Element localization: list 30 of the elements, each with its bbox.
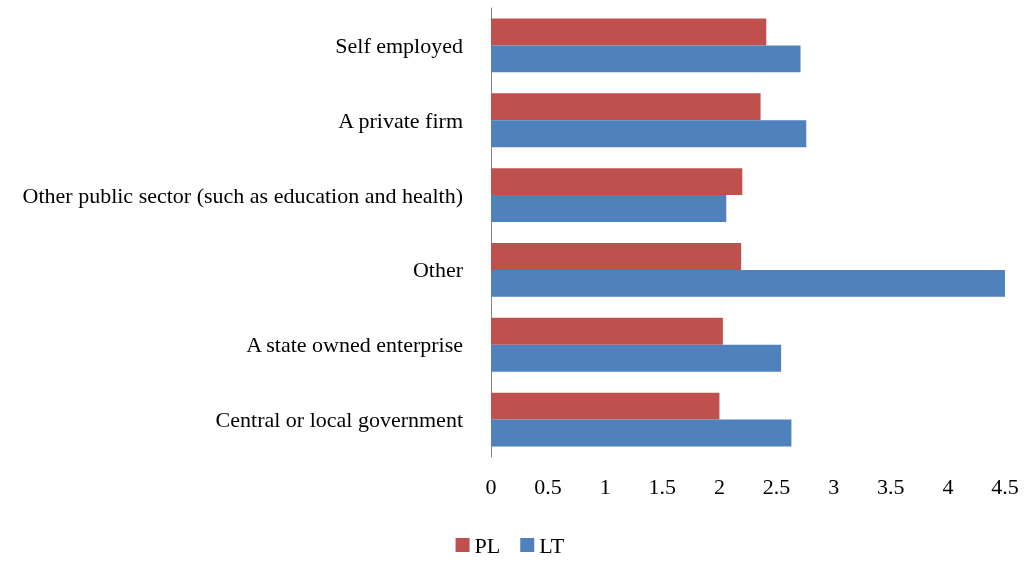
bar	[491, 93, 761, 121]
x-tick-label: 0.5	[534, 473, 562, 499]
bar	[491, 45, 801, 73]
bar	[491, 269, 1005, 297]
x-tick-label: 1	[599, 473, 611, 499]
x-tick-label: 3	[828, 473, 840, 499]
bar	[491, 242, 742, 270]
y-tick-label: Self employed	[335, 32, 463, 58]
x-tick-label: 2	[713, 473, 725, 499]
x-tick-label: 2.5	[762, 473, 791, 499]
bar	[491, 317, 723, 345]
bar	[491, 344, 782, 372]
bar	[491, 195, 727, 223]
bar	[491, 419, 792, 447]
y-tick-label: Central or local government	[215, 407, 463, 433]
legend-label: LT	[539, 532, 565, 558]
y-tick-label: Other public sector (such as education and health)	[22, 182, 463, 208]
bar	[491, 392, 720, 420]
x-tick-label: 1.5	[648, 473, 677, 499]
bar	[491, 18, 767, 46]
bar	[491, 120, 807, 148]
x-tick-label: 4.5	[991, 473, 1019, 499]
x-tick-label: 3.5	[877, 473, 905, 499]
x-tick-label: 4	[942, 473, 954, 499]
y-tick-label: A state owned enterprise	[246, 332, 463, 358]
y-tick-label: A private firm	[338, 107, 463, 133]
bar	[491, 168, 743, 196]
x-tick-label: 0	[485, 473, 497, 499]
y-tick-label: Other	[412, 257, 464, 283]
legend-label: PL	[474, 532, 501, 558]
